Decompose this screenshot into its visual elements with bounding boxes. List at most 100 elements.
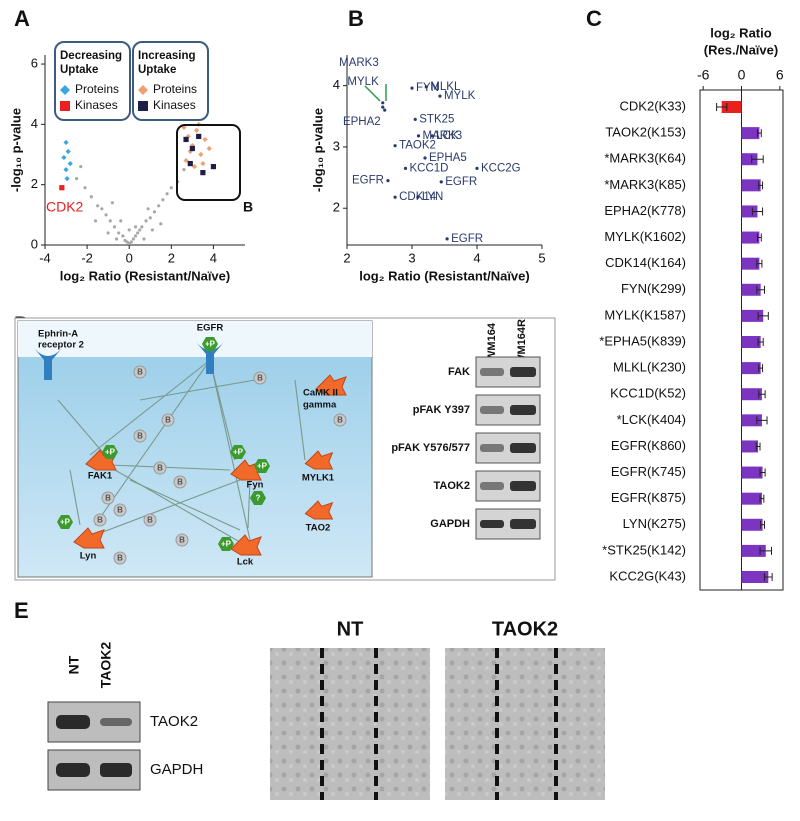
point: [416, 195, 420, 199]
point: [161, 198, 165, 202]
bar: [741, 388, 762, 401]
point: [210, 163, 217, 170]
category-label: *EPHA5(K839): [599, 333, 686, 348]
lane-label: NT: [66, 655, 82, 674]
error-bar: [756, 259, 763, 268]
point: [140, 225, 144, 229]
bar: [741, 362, 761, 375]
legend-box: [54, 41, 131, 121]
category-label: EGFR(K860): [611, 438, 686, 453]
x-tick-label: -6: [697, 67, 710, 83]
edge: [89, 359, 211, 456]
point: [152, 210, 157, 214]
badge-label: B: [157, 464, 163, 473]
point: [393, 195, 397, 199]
y-tick-label: 3: [333, 138, 340, 153]
error-bar: [756, 233, 762, 242]
badge-label: B: [97, 516, 103, 525]
point: [93, 219, 98, 223]
y-tick-label: 4: [31, 116, 38, 131]
error-bar: [758, 181, 764, 190]
bar: [741, 283, 761, 296]
x-axis-label: log₂ Ratio (Resistant/Naïve): [359, 268, 529, 283]
kinase-icon: [304, 450, 334, 470]
bar: [741, 179, 761, 192]
badge: [102, 445, 118, 459]
node-label: EGFR: [197, 323, 224, 334]
point: [59, 185, 65, 191]
kinase-icon: [73, 527, 105, 549]
kinase-icon: [315, 374, 347, 396]
point: [114, 237, 119, 241]
legend-marker: [138, 101, 148, 111]
legend-title: Increasing: [138, 50, 196, 62]
point-label: EPHA5: [429, 152, 467, 164]
blot-label: pFAK Y576/577: [391, 442, 470, 454]
point-label: LYN: [422, 191, 444, 203]
bar: [741, 571, 769, 583]
point: [63, 167, 69, 173]
point: [74, 177, 79, 181]
lane-label: WM164R: [516, 319, 528, 365]
point: [165, 192, 169, 196]
x-tick-label: 4: [473, 250, 480, 265]
node-label: Lck: [237, 557, 254, 568]
point: [157, 204, 161, 208]
category-label: KCC2G(K43): [609, 568, 686, 583]
category-label: MLKL(K230): [613, 360, 686, 375]
band: [480, 368, 504, 376]
legend-marker: [60, 101, 70, 111]
bar: [741, 231, 760, 244]
edge: [294, 379, 306, 461]
blot-label: FAK: [448, 366, 470, 378]
badge: [175, 533, 189, 547]
point: [423, 156, 427, 160]
y-tick-label: 6: [31, 55, 38, 70]
legend-marker: [138, 85, 148, 95]
point: [104, 213, 108, 217]
point-label: TAOK2: [399, 140, 436, 152]
chart-title: (Res./Naïve): [704, 42, 778, 57]
y-tick-label: 2: [333, 200, 340, 215]
point: [381, 105, 385, 109]
point: [89, 195, 93, 199]
image-title: TAOK2: [492, 618, 558, 640]
point: [129, 240, 133, 244]
kinase-icon: [304, 500, 334, 520]
badge: [161, 413, 175, 427]
point: [133, 225, 138, 229]
error-bar: [755, 442, 761, 451]
x-tick-label: -4: [39, 250, 51, 265]
edge: [129, 479, 241, 531]
node-label: receptor 2: [38, 340, 84, 351]
point: [150, 228, 154, 232]
bar: [741, 257, 760, 270]
category-label: LYN(K275): [623, 516, 686, 531]
edge: [247, 479, 251, 529]
badge: [101, 491, 115, 505]
node-label: TAO2: [306, 523, 331, 534]
band: [480, 520, 504, 528]
lane-label: WM164: [486, 322, 498, 361]
band: [480, 482, 504, 490]
badge-label: +P: [60, 518, 71, 527]
point: [438, 94, 442, 98]
x-tick-label: 6: [776, 67, 784, 83]
y-axis-label: -log₁₀ p-value: [8, 108, 23, 192]
point-label: MARK3: [339, 57, 379, 69]
point-label: MYLK: [444, 90, 476, 102]
band: [480, 444, 504, 452]
y-tick-label: 2: [31, 176, 38, 191]
edge: [114, 469, 246, 546]
x-tick-label: -2: [81, 250, 93, 265]
legend-label: Kinases: [75, 98, 118, 112]
x-tick-label: 2: [343, 250, 350, 265]
point: [193, 127, 200, 133]
node-label: CaMK II: [303, 388, 338, 399]
membrane: [18, 321, 372, 357]
error-bar: [751, 155, 764, 164]
legend-marker: [60, 85, 70, 95]
band: [56, 763, 90, 777]
category-label: FYN(K299): [621, 281, 686, 296]
error-bar: [757, 311, 769, 320]
